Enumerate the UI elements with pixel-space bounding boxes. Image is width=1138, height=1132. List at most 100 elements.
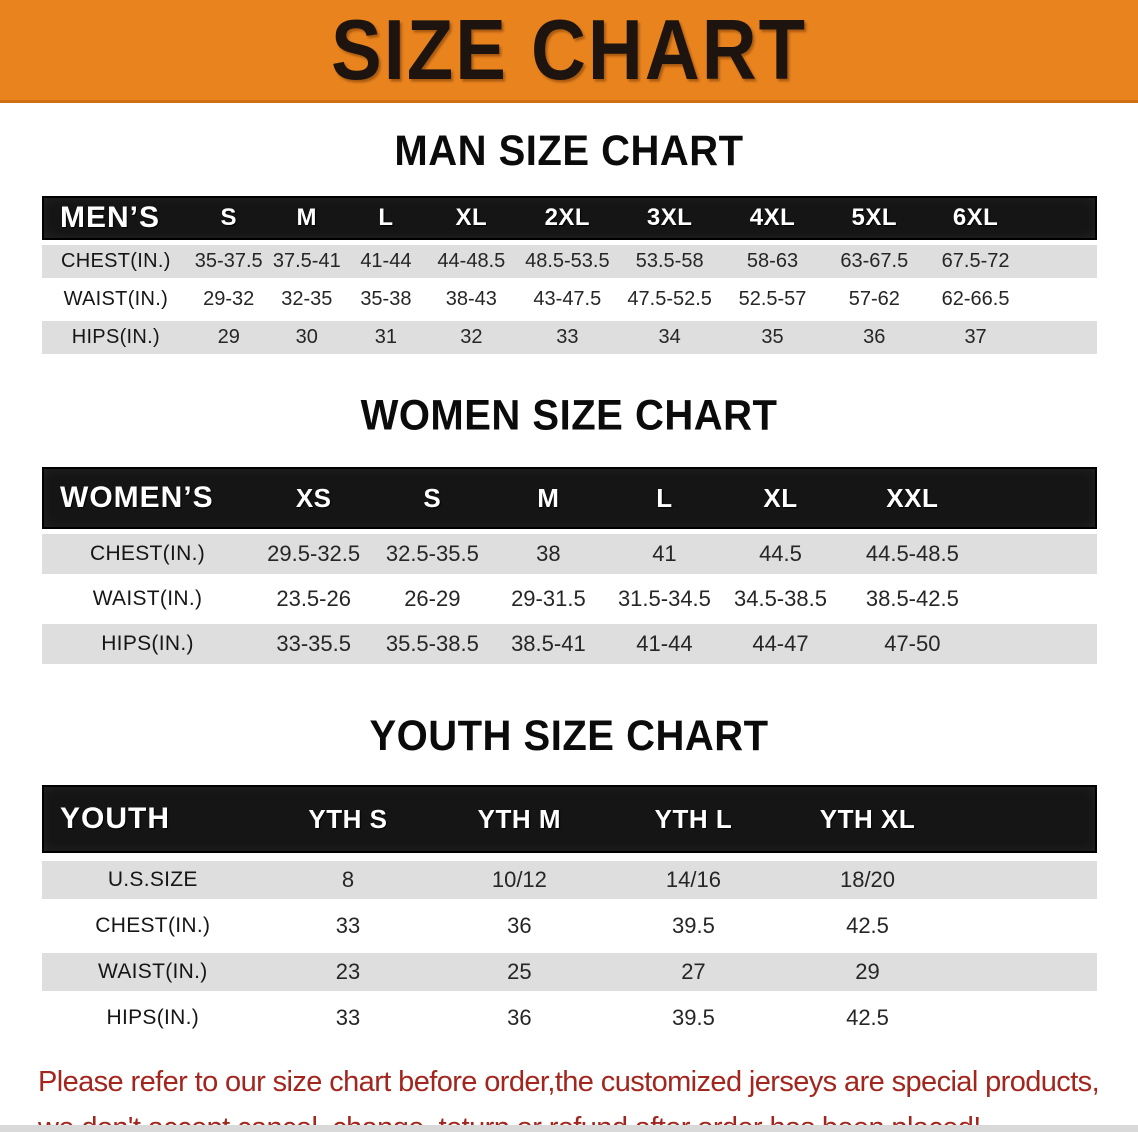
value-cell: 31 <box>374 326 398 348</box>
table-row-hips-in: HIPS(IN.) 33 36 39.5 42.5 <box>42 999 1097 1037</box>
youth-section-heading: YOUTH SIZE CHART <box>369 712 769 760</box>
value-cell: 63-67.5 <box>840 250 909 272</box>
value-cell: 33 <box>335 913 361 938</box>
men-table-body: CHEST(IN.) 35-37.5 37.5-41 41-44 44-48.5 48.5… <box>42 245 1097 354</box>
women-section-heading: WOMEN SIZE CHART <box>360 392 778 440</box>
value-cell: 58-63 <box>746 250 799 272</box>
row-label-u-s-size: U.S.SIZE <box>107 868 198 891</box>
women-table-body: CHEST(IN.) 29.5-32.5 32.5-35.5 38 41 44.5 44.5… <box>42 534 1097 664</box>
value-cell: 36 <box>507 1005 532 1030</box>
value-cell: 42.5 <box>846 1005 889 1030</box>
youth-size-table: YOUTH YTH S YTH M YTH L YTH XL U.S.SIZE 8 10/1… <box>42 785 1097 1037</box>
value-cell: 23.5-26 <box>276 586 351 611</box>
women-size-table: WOMEN’S XS S M L XL XXL CHEST(IN.) 29.5-32.5 32.… <box>42 467 1097 664</box>
value-cell: 34 <box>658 326 681 348</box>
row-label-waist-in: WAIST(IN.) <box>98 960 208 983</box>
banner: SIZE CHART <box>0 0 1138 103</box>
row-label-chest-in: CHEST(IN.) <box>90 542 205 565</box>
value-cell: 41-44 <box>360 250 412 272</box>
value-cell: 38 <box>536 541 561 566</box>
value-cell: 29-31.5 <box>511 586 586 611</box>
value-cell: 26-29 <box>404 586 461 611</box>
value-cell: 44.5-48.5 <box>865 541 959 566</box>
header-cell-men-s: MEN’S <box>60 201 161 234</box>
header-cell-youth: YOUTH <box>60 802 170 835</box>
youth-table-header-row: YOUTH YTH S YTH M YTH L YTH XL <box>42 785 1097 853</box>
value-cell: 42.5 <box>846 913 889 938</box>
value-cell: 44-48.5 <box>437 250 506 272</box>
value-cell: 32-35 <box>281 288 333 310</box>
header-cell-women-s: WOMEN’S <box>60 481 214 514</box>
header-cell-s: S <box>220 204 237 231</box>
value-cell: 23 <box>335 959 361 984</box>
table-row-chest-in: CHEST(IN.) 33 36 39.5 42.5 <box>42 907 1097 945</box>
value-cell: 8 <box>341 867 355 892</box>
value-cell: 27 <box>681 959 706 984</box>
value-cell: 62-66.5 <box>941 288 1010 310</box>
value-cell: 32.5-35.5 <box>385 541 479 566</box>
table-row-hips-in: HIPS(IN.) 33-35.5 35.5-38.5 38.5-41 41-44 44-… <box>42 624 1097 664</box>
value-cell: 33-35.5 <box>276 631 351 656</box>
value-cell: 37.5-41 <box>272 250 341 272</box>
value-cell: 35.5-38.5 <box>385 631 479 656</box>
header-cell-yth-l: YTH L <box>654 803 733 834</box>
value-cell: 34.5-38.5 <box>733 586 827 611</box>
value-cell: 47.5-52.5 <box>627 288 712 310</box>
header-cell-l: L <box>656 482 673 513</box>
header-cell-4xl: 4XL <box>749 204 796 231</box>
header-cell-yth-s: YTH S <box>308 803 388 834</box>
header-cell-s: S <box>423 482 442 513</box>
value-cell: 44.5 <box>759 541 802 566</box>
men-section-heading: MAN SIZE CHART <box>394 127 744 175</box>
value-cell: 39.5 <box>672 913 715 938</box>
value-cell: 35 <box>761 326 784 348</box>
value-cell: 29-32 <box>203 288 255 310</box>
row-label-waist-in: WAIST(IN.) <box>63 288 169 310</box>
row-label-hips-in: HIPS(IN.) <box>71 326 160 348</box>
header-cell-xl: XL <box>763 482 798 513</box>
header-cell-5xl: 5XL <box>851 204 898 231</box>
youth-table-body: U.S.SIZE 8 10/12 14/16 18/20 CHEST(IN.) 33 36 39… <box>42 861 1097 1037</box>
value-cell: 31.5-34.5 <box>617 586 711 611</box>
header-cell-xxl: XXL <box>886 482 939 513</box>
value-cell: 41-44 <box>636 631 693 656</box>
value-cell: 33 <box>556 326 579 348</box>
value-cell: 44-47 <box>752 631 809 656</box>
footer-notice: Please refer to our size chart before or… <box>0 1059 1138 1132</box>
row-label-chest-in: CHEST(IN.) <box>61 250 171 272</box>
value-cell: 29.5-32.5 <box>267 541 361 566</box>
header-cell-3xl: 3XL <box>646 204 693 231</box>
table-row-chest-in: CHEST(IN.) 29.5-32.5 32.5-35.5 38 41 44.5 44.5… <box>42 534 1097 574</box>
women-table-header-row: WOMEN’S XS S M L XL XXL <box>42 467 1097 529</box>
header-cell-yth-xl: YTH XL <box>819 803 916 834</box>
value-cell: 52.5-57 <box>738 288 807 310</box>
value-cell: 10/12 <box>491 867 547 892</box>
row-label-hips-in: HIPS(IN.) <box>101 632 194 655</box>
value-cell: 38-43 <box>445 288 497 310</box>
value-cell: 37 <box>964 326 987 348</box>
table-row-waist-in: WAIST(IN.) 23.5-26 26-29 29-31.5 31.5-34.5 34… <box>42 579 1097 619</box>
row-label-waist-in: WAIST(IN.) <box>92 587 203 610</box>
row-label-chest-in: CHEST(IN.) <box>95 914 211 937</box>
header-cell-xs: XS <box>295 482 332 513</box>
value-cell: 25 <box>507 959 532 984</box>
value-cell: 67.5-72 <box>941 250 1010 272</box>
value-cell: 38.5-42.5 <box>865 586 959 611</box>
value-cell: 36 <box>863 326 886 348</box>
men-table-header-row: MEN’S S M L XL 2XL 3XL 4XL 5XL 6XL <box>42 196 1097 240</box>
value-cell: 30 <box>295 326 318 348</box>
header-cell-m: M <box>537 482 560 513</box>
value-cell: 29 <box>217 326 240 348</box>
value-cell: 39.5 <box>672 1005 715 1030</box>
row-label-hips-in: HIPS(IN.) <box>106 1006 200 1029</box>
header-cell-xl: XL <box>455 204 488 231</box>
value-cell: 33 <box>335 1005 361 1030</box>
value-cell: 18/20 <box>839 867 896 892</box>
header-cell-yth-m: YTH M <box>477 803 562 834</box>
header-cell-m: M <box>296 204 318 231</box>
table-row-u-s-size: U.S.SIZE 8 10/12 14/16 18/20 <box>42 861 1097 899</box>
header-cell-2xl: 2XL <box>544 204 591 231</box>
header-cell-6xl: 6XL <box>952 204 999 231</box>
value-cell: 35-37.5 <box>194 250 263 272</box>
table-row-hips-in: HIPS(IN.) 29 30 31 32 33 34 35 36 37 <box>42 321 1097 354</box>
